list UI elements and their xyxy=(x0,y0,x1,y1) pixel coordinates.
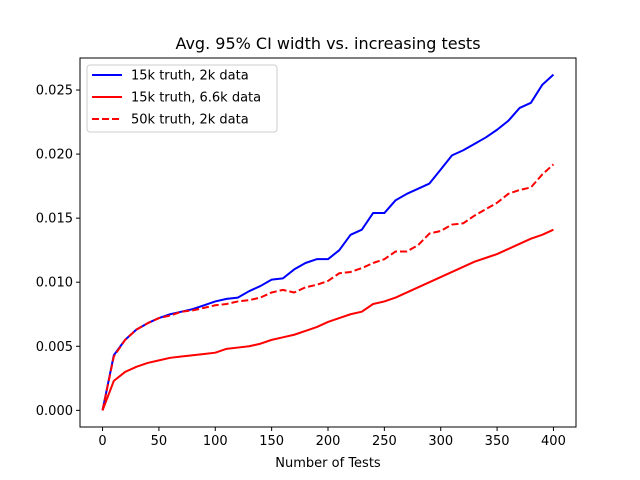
y-axis: 0.000 0.005 0.010 0.015 0.020 0.025 xyxy=(36,84,80,419)
chart-title: Avg. 95% CI width vs. increasing tests xyxy=(175,34,480,53)
x-tick-label: 350 xyxy=(485,434,510,449)
plot-area: 0 50 100 150 200 250 300 350 400 0.000 0.005 0.010… xyxy=(36,57,577,449)
legend-label-3: 50k truth, 2k data xyxy=(131,113,249,128)
y-tick-label: 0.025 xyxy=(36,84,73,99)
series-layer xyxy=(101,73,555,411)
legend-box xyxy=(86,64,278,133)
x-tick-label: 100 xyxy=(203,434,228,449)
x-tick-label: 200 xyxy=(316,434,341,449)
x-tick-label: 150 xyxy=(259,434,284,449)
x-axis: 0 50 100 150 200 250 300 350 400 xyxy=(98,427,566,449)
x-tick-label: 0 xyxy=(98,434,106,449)
y-tick-label: 0.020 xyxy=(36,148,73,163)
legend-label-1: 15k truth, 2k data xyxy=(131,69,249,84)
legend-entries: 15k truth, 2k data 15k truth, 6.6k data 50… xyxy=(92,69,261,128)
x-tick-label: 300 xyxy=(428,434,453,449)
series-line-3 xyxy=(101,163,555,411)
y-tick-label: 0.010 xyxy=(36,276,73,291)
series-line-2 xyxy=(101,228,554,411)
legend: 15k truth, 2k data 15k truth, 6.6k data 50… xyxy=(86,64,278,133)
x-tick-label: 250 xyxy=(372,434,397,449)
y-tick-label: 0.015 xyxy=(36,212,73,227)
y-tick-label: 0.000 xyxy=(36,404,73,419)
x-axis-label: Number of Tests xyxy=(275,456,381,471)
legend-label-2: 15k truth, 6.6k data xyxy=(131,91,261,106)
x-tick-label: 50 xyxy=(151,434,168,449)
x-tick-label: 400 xyxy=(541,434,566,449)
y-tick-label: 0.005 xyxy=(36,340,73,355)
